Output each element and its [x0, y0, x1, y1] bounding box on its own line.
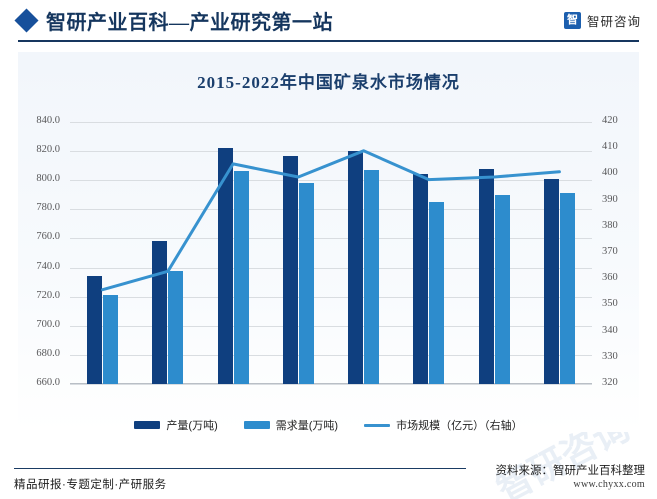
brand-name: 智研咨询: [586, 15, 641, 29]
legend-swatch: [243, 421, 270, 429]
gridline: [70, 296, 592, 298]
y-axis-right-tick-label: 350: [602, 298, 618, 310]
y-axis-left-tick-label: 820.0: [36, 144, 60, 156]
y-axis-left-tick-label: 720.0: [36, 289, 60, 301]
page-title: 智研产业百科—产业研究第一站: [46, 12, 333, 34]
bar-demand: [233, 170, 249, 384]
y-axis-left-tick-label: 660.0: [36, 377, 60, 388]
legend-swatch: [364, 423, 391, 427]
bar-production: [478, 168, 494, 384]
y-axis-right-tick-label: 400: [602, 167, 618, 179]
bar-production: [282, 156, 298, 384]
legend-label: 需求量(万吨): [275, 420, 339, 432]
legend-item[interactable]: 产量(万吨): [134, 417, 218, 433]
plot-area: 660.0 680.0 700.0 720.0 740.0 760.0 780.0 800.0…: [36, 115, 617, 388]
bar-demand: [429, 202, 445, 384]
y-axis-left-tick-label: 680.0: [36, 347, 60, 359]
y-axis-left-tick-label: 780.0: [36, 202, 60, 214]
legend-item[interactable]: 需求量(万吨): [243, 417, 339, 433]
y-axis-right-tick-label: 340: [602, 324, 618, 336]
y-axis-left-tick-label: 740.0: [36, 260, 60, 272]
market-size-line-series: [101, 149, 561, 292]
bar-demand: [298, 183, 314, 384]
y-axis-right-tick-label: 420: [602, 115, 618, 126]
bar-demand: [559, 192, 575, 384]
page-header: 智研产业百科—产业研究第一站 智 智研咨询: [0, 0, 657, 41]
y-axis-right-tick-label: 390: [602, 193, 618, 205]
footer-divider: [14, 468, 466, 469]
y-axis-left-tick-label: 760.0: [36, 231, 60, 243]
diamond-icon: [14, 8, 39, 33]
chart-legend: 产量(万吨) 需求量(万吨) 市场规模（亿元）（右轴）: [18, 414, 639, 436]
y-axis-right-tick-label: 380: [602, 219, 618, 231]
brand-logo-icon: 智: [563, 12, 581, 29]
y-axis-left-tick-label: 700.0: [36, 318, 60, 330]
gridline: [70, 151, 592, 153]
legend-label: 市场规模（亿元）（右轴）: [396, 420, 523, 432]
bar-production: [152, 241, 168, 384]
gridline: [70, 354, 592, 356]
site-url: www.chyxx.com: [573, 479, 645, 490]
bar-demand: [168, 271, 184, 384]
bar-demand: [494, 194, 510, 384]
header-divider: [18, 40, 639, 42]
bar-production: [87, 276, 103, 384]
footer-tagline: 精品研报·专题定制·产研服务: [14, 479, 167, 491]
x-axis-line: [70, 383, 592, 384]
bar-production: [217, 148, 233, 384]
brand-block: 智 智研咨询: [563, 11, 641, 30]
y-axis-left-tick-label: 840.0: [36, 115, 60, 126]
y-axis-left-tick-label: 800.0: [36, 173, 60, 185]
chart-title: 2015-2022年中国矿泉水市场情况: [197, 73, 460, 92]
gridline: [70, 238, 592, 240]
gridline: [70, 325, 592, 327]
legend-label: 产量(万吨): [166, 420, 218, 432]
bar-production: [543, 178, 559, 384]
gridline: [70, 180, 592, 182]
gridline: [70, 384, 592, 385]
y-axis-right-tick-label: 320: [602, 377, 618, 388]
gridline: [70, 209, 592, 211]
gridline: [70, 122, 592, 123]
bar-production: [348, 151, 364, 384]
bar-demand: [103, 295, 119, 384]
y-axis-right-tick-label: 410: [602, 141, 618, 153]
market-size-line: [101, 149, 561, 292]
bar-production: [413, 173, 429, 384]
y-axis-right-tick-label: 360: [602, 272, 618, 284]
y-axis-right-tick-label: 370: [602, 246, 618, 257]
gridline: [70, 267, 592, 269]
legend-item[interactable]: 市场规模（亿元）（右轴）: [364, 417, 523, 433]
bar-demand: [364, 170, 380, 384]
y-axis-right-tick-label: 330: [602, 350, 618, 362]
source-note: 资料来源：智研产业百科整理: [495, 465, 646, 477]
legend-swatch: [134, 421, 161, 429]
chart-panel: 2015-2022年中国矿泉水市场情况: [18, 52, 639, 432]
